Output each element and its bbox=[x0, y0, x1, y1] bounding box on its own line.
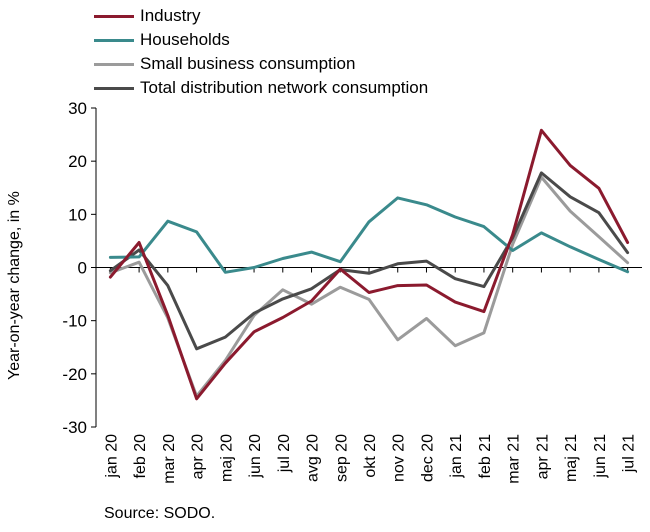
legend-swatch bbox=[94, 38, 134, 42]
legend-item-small-business: Small business consumption bbox=[94, 52, 428, 76]
legend-item-total-distribution: Total distribution network consumption bbox=[94, 76, 428, 100]
legend-label: Households bbox=[140, 30, 230, 49]
x-tick-label: jan 20 bbox=[103, 434, 120, 479]
legend-swatch bbox=[94, 62, 134, 66]
x-tick-label: maj 20 bbox=[218, 434, 235, 482]
legend-label: Industry bbox=[140, 6, 201, 25]
legend-label: Total distribution network consumption bbox=[140, 78, 429, 97]
x-tick-label: dec 20 bbox=[419, 434, 436, 482]
y-tick-label: 0 bbox=[78, 259, 87, 278]
x-tick-label: mar 21 bbox=[506, 434, 523, 484]
x-tick-label: feb 20 bbox=[132, 434, 149, 479]
x-tick-label: jan 21 bbox=[448, 434, 465, 479]
series-line-total-distribution-network-consumption bbox=[108, 171, 630, 351]
x-tick-label: nov 20 bbox=[391, 434, 408, 482]
x-tick-label: apr 20 bbox=[190, 434, 207, 479]
series-line-households bbox=[108, 196, 630, 274]
y-tick-label: 20 bbox=[68, 152, 87, 171]
x-tick-label: jul 20 bbox=[276, 434, 293, 473]
legend-item-industry: Industry bbox=[94, 4, 428, 28]
y-tick-label: -20 bbox=[62, 365, 87, 384]
series-lines bbox=[108, 128, 630, 401]
x-tick-label: okt 20 bbox=[362, 434, 379, 478]
legend-item-households: Households bbox=[94, 28, 428, 52]
x-tick-label: sep 20 bbox=[333, 434, 350, 482]
x-axis-ticks: jan 20 feb 20 mar 20 apr 20 maj 20 jun 20 jul … bbox=[103, 267, 638, 484]
source-note: Source: SODO. bbox=[104, 505, 216, 522]
x-tick-label: jun 20 bbox=[247, 434, 264, 479]
legend: Industry Households Small business consu… bbox=[94, 4, 428, 100]
y-tick-label: -10 bbox=[62, 312, 87, 331]
series-line-small-business-consumption bbox=[108, 175, 630, 398]
y-axis-ticks: 30 20 10 0 -10 -20 -30 bbox=[62, 99, 96, 437]
legend-swatch bbox=[94, 14, 134, 18]
x-tick-label: jul 21 bbox=[621, 434, 638, 473]
y-tick-label: 30 bbox=[68, 99, 87, 118]
x-tick-label: feb 21 bbox=[477, 434, 494, 479]
y-axis-label: Year-on-year change, in % bbox=[6, 191, 23, 380]
legend-label: Small business consumption bbox=[140, 54, 356, 73]
x-tick-label: mar 20 bbox=[161, 434, 178, 484]
y-tick-label: -30 bbox=[62, 418, 87, 437]
legend-swatch bbox=[94, 86, 134, 90]
x-tick-label: apr 21 bbox=[534, 434, 551, 479]
x-tick-label: maj 21 bbox=[563, 434, 580, 482]
y-tick-label: 10 bbox=[68, 205, 87, 224]
x-tick-label: avg 20 bbox=[305, 434, 322, 482]
x-tick-label: jun 21 bbox=[592, 434, 609, 479]
series-line-industry bbox=[108, 128, 630, 401]
